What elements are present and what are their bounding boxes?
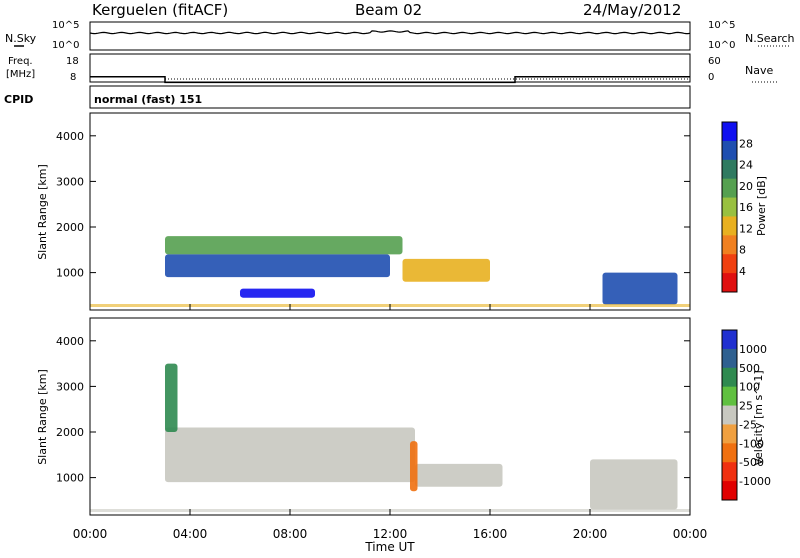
noise-panel-frame (89, 21, 691, 51)
velocity_panel-colorbar-tick: -1000 (739, 475, 771, 488)
time-tick-label: 00:00 (673, 527, 708, 541)
noise-sky-series (89, 30, 691, 35)
power_panel-colorbar-swatch (722, 159, 737, 180)
power_panel-colorbar-frame (721, 121, 738, 293)
power-colorbar-label: Power [dB] (755, 176, 768, 236)
velocity-yaxis: 4000 3000 2000 1000 (56, 335, 690, 485)
power_panel-ytick-label: 1000 (56, 267, 84, 280)
power_panel-colorbar-swatch (722, 197, 737, 217)
xaxis-label: Time UT (364, 540, 415, 554)
freq-tick-top: 18 (66, 56, 79, 67)
time-tick-label: 12:00 (373, 527, 408, 541)
velocity_panel-colorbar-swatch (722, 424, 737, 444)
velocity_panel-ytick-label: 1000 (56, 472, 84, 485)
noise-left-tick-bottom: 10^0 (52, 40, 79, 51)
freq-label-line1: Freq. (8, 56, 33, 67)
velocity_panel-colorbar-swatch (722, 462, 737, 482)
velocity_panel-data-cell (590, 459, 678, 510)
beam-title: Beam 02 (355, 1, 422, 19)
power_panel-data-cell (240, 288, 315, 298)
velocity_panel-colorbar-swatch (722, 330, 737, 350)
power_panel-ytick-label: 4000 (56, 130, 84, 143)
date-title: 24/May/2012 (583, 1, 681, 19)
velocity_panel-colorbar-tick: 1000 (739, 343, 767, 356)
power-heatmap (90, 236, 690, 307)
noise-right-tick-bottom: 10^0 (708, 40, 735, 51)
power_panel-ytick-label: 3000 (56, 175, 84, 188)
power_panel-data-cell (402, 258, 490, 282)
power_panel-colorbar-swatch (722, 273, 737, 293)
velocity_panel-colorbar-swatch (722, 443, 737, 463)
power_panel-colorbar-swatch (722, 235, 737, 255)
power_panel-colorbar-swatch (722, 178, 737, 199)
velocity_panel-colorbar-tick: -500 (739, 456, 764, 469)
velocity_panel-colorbar-tick: -100 (739, 437, 764, 450)
station-title: Kerguelen (fitACF) (92, 1, 228, 19)
nave-label: Nave (745, 64, 773, 77)
freq-label-line2: [MHz] (6, 69, 35, 80)
velocity_panel-ytick-label: 3000 (56, 380, 84, 393)
power_panel-colorbar-swatch (722, 140, 737, 161)
velocity_panel-colorbar-swatch (722, 348, 737, 369)
cpid-value: normal (fast) 151 (94, 93, 202, 106)
velocity_panel-colorbar-tick: 25 (739, 400, 753, 413)
nave-tick-bottom: 0 (708, 72, 714, 83)
velocity_panel-colorbar-swatch (722, 481, 737, 501)
power-panel-frame (89, 112, 691, 311)
velocity-heatmap (90, 363, 690, 512)
power_panel-colorbar-tick: 12 (739, 222, 753, 235)
power_panel-colorbar-tick: 20 (739, 180, 753, 193)
power_panel-data-cell (602, 272, 678, 305)
power_panel-colorbar-tick: 8 (739, 244, 746, 257)
power_panel-colorbar-tick: 24 (739, 159, 753, 172)
velocity_panel-data-cell (410, 441, 418, 492)
velocity_panel-data-cell (415, 463, 503, 487)
velocity-ylabel: Slant Range [km] (36, 369, 49, 465)
velocity_panel-colorbar-tick: 500 (739, 362, 760, 375)
power_panel-ytick-label: 2000 (56, 221, 84, 234)
velocity_panel-colorbar-tick: -25 (739, 418, 757, 431)
velocity_panel-data-cell (165, 427, 415, 483)
time-tick-label: 20:00 (573, 527, 608, 541)
velocity_panel-colorbar-frame (721, 329, 738, 501)
velocity_panel-ytick-label: 2000 (56, 426, 84, 439)
power_panel-colorbar-swatch (722, 122, 737, 142)
cpid-label: CPID (4, 93, 33, 106)
power-ylabel: Slant Range [km] (36, 164, 49, 260)
nave-tick-top: 60 (708, 56, 721, 67)
power_panel-colorbar-swatch (722, 254, 737, 274)
noise-right-tick-top: 10^5 (708, 20, 735, 31)
velocity_panel-colorbar-swatch (722, 367, 737, 388)
power_panel-colorbar-tick: 28 (739, 137, 753, 150)
cpid-panel-frame (89, 85, 691, 109)
velocity_panel-colorbar-swatch (722, 405, 737, 425)
power_panel-data-cell (165, 236, 403, 255)
noise-right-label: N.Search (745, 32, 795, 45)
velocity-colorbar: 1000 500 100 25 -25 -100 -500 -1000 (721, 329, 771, 501)
power-yaxis: 4000 3000 2000 1000 (56, 130, 690, 280)
velocity_panel-ytick-label: 4000 (56, 335, 84, 348)
power_panel-colorbar-tick: 16 (739, 201, 753, 214)
time-tick-label: 00:00 (73, 527, 108, 541)
freq-panel-frame (89, 53, 691, 83)
noise-left-tick-top: 10^5 (52, 20, 79, 31)
power_panel-colorbar-swatch (722, 216, 737, 236)
power_panel-data-cell (165, 254, 390, 278)
velocity_panel-colorbar-swatch (722, 386, 737, 407)
velocity_panel-colorbar-tick: 100 (739, 381, 760, 394)
time-tick-label: 08:00 (273, 527, 308, 541)
time-tick-label: 16:00 (473, 527, 508, 541)
freq-tick-bottom: 8 (70, 72, 76, 83)
time-xaxis: 00:00 04:00 08:00 12:00 16:00 20:00 00:00 (73, 304, 708, 541)
velocity-colorbar-label: Velocity [m s^-1] (752, 370, 765, 465)
frequency-series (90, 76, 690, 84)
velocity_panel-data-cell (165, 363, 178, 433)
noise-left-label: N.Sky (5, 32, 37, 45)
power-colorbar: 28 24 20 16 12 8 4 (721, 121, 753, 293)
power_panel-colorbar-tick: 4 (739, 265, 746, 278)
time-tick-label: 04:00 (173, 527, 208, 541)
